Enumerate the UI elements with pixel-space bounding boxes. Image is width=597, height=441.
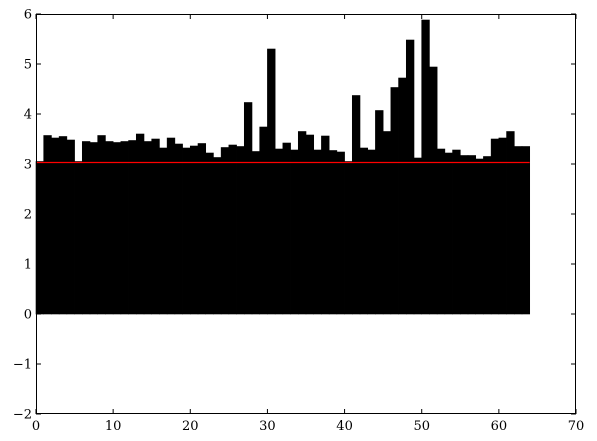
bar-57 <box>475 158 484 315</box>
y-tick-label-8: 6 <box>24 8 32 23</box>
bar-17 <box>166 137 176 315</box>
bar-47 <box>398 77 407 315</box>
bar-29 <box>259 126 268 315</box>
bar-22 <box>205 152 214 315</box>
ticks-group <box>35 13 577 415</box>
bar-38 <box>328 150 338 315</box>
x-tick-label-2: 20 <box>182 419 199 434</box>
bar-30 <box>267 48 276 315</box>
bar-46 <box>390 87 399 315</box>
bar-16 <box>159 147 168 315</box>
bar-31 <box>274 148 284 315</box>
bar-18 <box>174 143 183 315</box>
bar-44 <box>375 110 384 315</box>
bar-20 <box>189 145 199 315</box>
bar-53 <box>444 152 453 315</box>
bar-21 <box>197 143 207 315</box>
bar-11 <box>120 141 129 315</box>
y-tick-label-0: −2 <box>13 408 32 423</box>
bar-24 <box>220 147 230 315</box>
tick-labels-group: 0 10 20 30 40 50 60 70 −2 −1 0 1 2 3 4 5 6 <box>13 8 584 435</box>
y-tick-label-7: 5 <box>24 58 32 73</box>
y-tick-label-4: 2 <box>24 208 32 223</box>
y-tick-label-1: −1 <box>13 358 32 373</box>
x-tick-label-6: 60 <box>491 419 508 434</box>
bars-group <box>35 19 531 315</box>
bar-25 <box>228 144 237 315</box>
bar-27 <box>243 102 253 315</box>
bar-39 <box>336 151 345 315</box>
x-tick-label-3: 30 <box>259 419 276 434</box>
bar-34 <box>297 131 307 315</box>
bar-6 <box>81 141 91 315</box>
x-tick-label-1: 10 <box>105 419 122 434</box>
bar-60 <box>498 137 507 315</box>
bar-43 <box>367 149 376 315</box>
bar-56 <box>467 155 477 315</box>
bar-5 <box>74 161 83 315</box>
bar-32 <box>282 142 291 315</box>
bar-23 <box>213 157 222 315</box>
bar-41 <box>351 95 361 315</box>
bar-10 <box>112 142 122 315</box>
bar-54 <box>452 149 461 315</box>
bar-49 <box>413 157 423 315</box>
bar-58 <box>483 156 492 315</box>
bar-40 <box>344 161 353 315</box>
y-tick-label-3: 1 <box>24 258 32 273</box>
x-tick-label-5: 50 <box>413 419 430 434</box>
bar-55 <box>459 155 469 315</box>
x-tick-label-0: 0 <box>32 419 40 434</box>
bar-36 <box>313 149 322 315</box>
bar-52 <box>436 148 446 315</box>
bar-15 <box>151 138 160 315</box>
bar-0 <box>35 161 45 315</box>
bar-7 <box>89 142 99 315</box>
bar-42 <box>359 147 369 315</box>
bar-28 <box>251 151 261 315</box>
bar-59 <box>490 138 500 315</box>
y-tick-label-5: 3 <box>24 158 32 173</box>
bar-9 <box>105 141 114 315</box>
bar-35 <box>305 134 315 315</box>
bar-61 <box>506 131 515 315</box>
bar-19 <box>182 147 191 315</box>
x-tick-label-4: 40 <box>336 419 353 434</box>
bar-62 <box>513 146 523 315</box>
bar-50 <box>421 19 430 315</box>
x-tick-label-7: 70 <box>568 419 585 434</box>
bar-14 <box>143 141 153 315</box>
bar-45 <box>382 131 392 315</box>
y-tick-label-2: 0 <box>24 308 32 323</box>
bar-12 <box>128 140 137 315</box>
bar-3 <box>58 136 68 315</box>
bar-2 <box>51 137 60 315</box>
bar-51 <box>429 66 438 315</box>
bar-33 <box>290 149 299 315</box>
bar-26 <box>236 146 245 315</box>
y-tick-label-6: 4 <box>24 108 32 123</box>
bar-63 <box>521 146 531 315</box>
bar-13 <box>135 133 145 315</box>
bar-4 <box>66 139 75 315</box>
bar-48 <box>405 39 415 315</box>
